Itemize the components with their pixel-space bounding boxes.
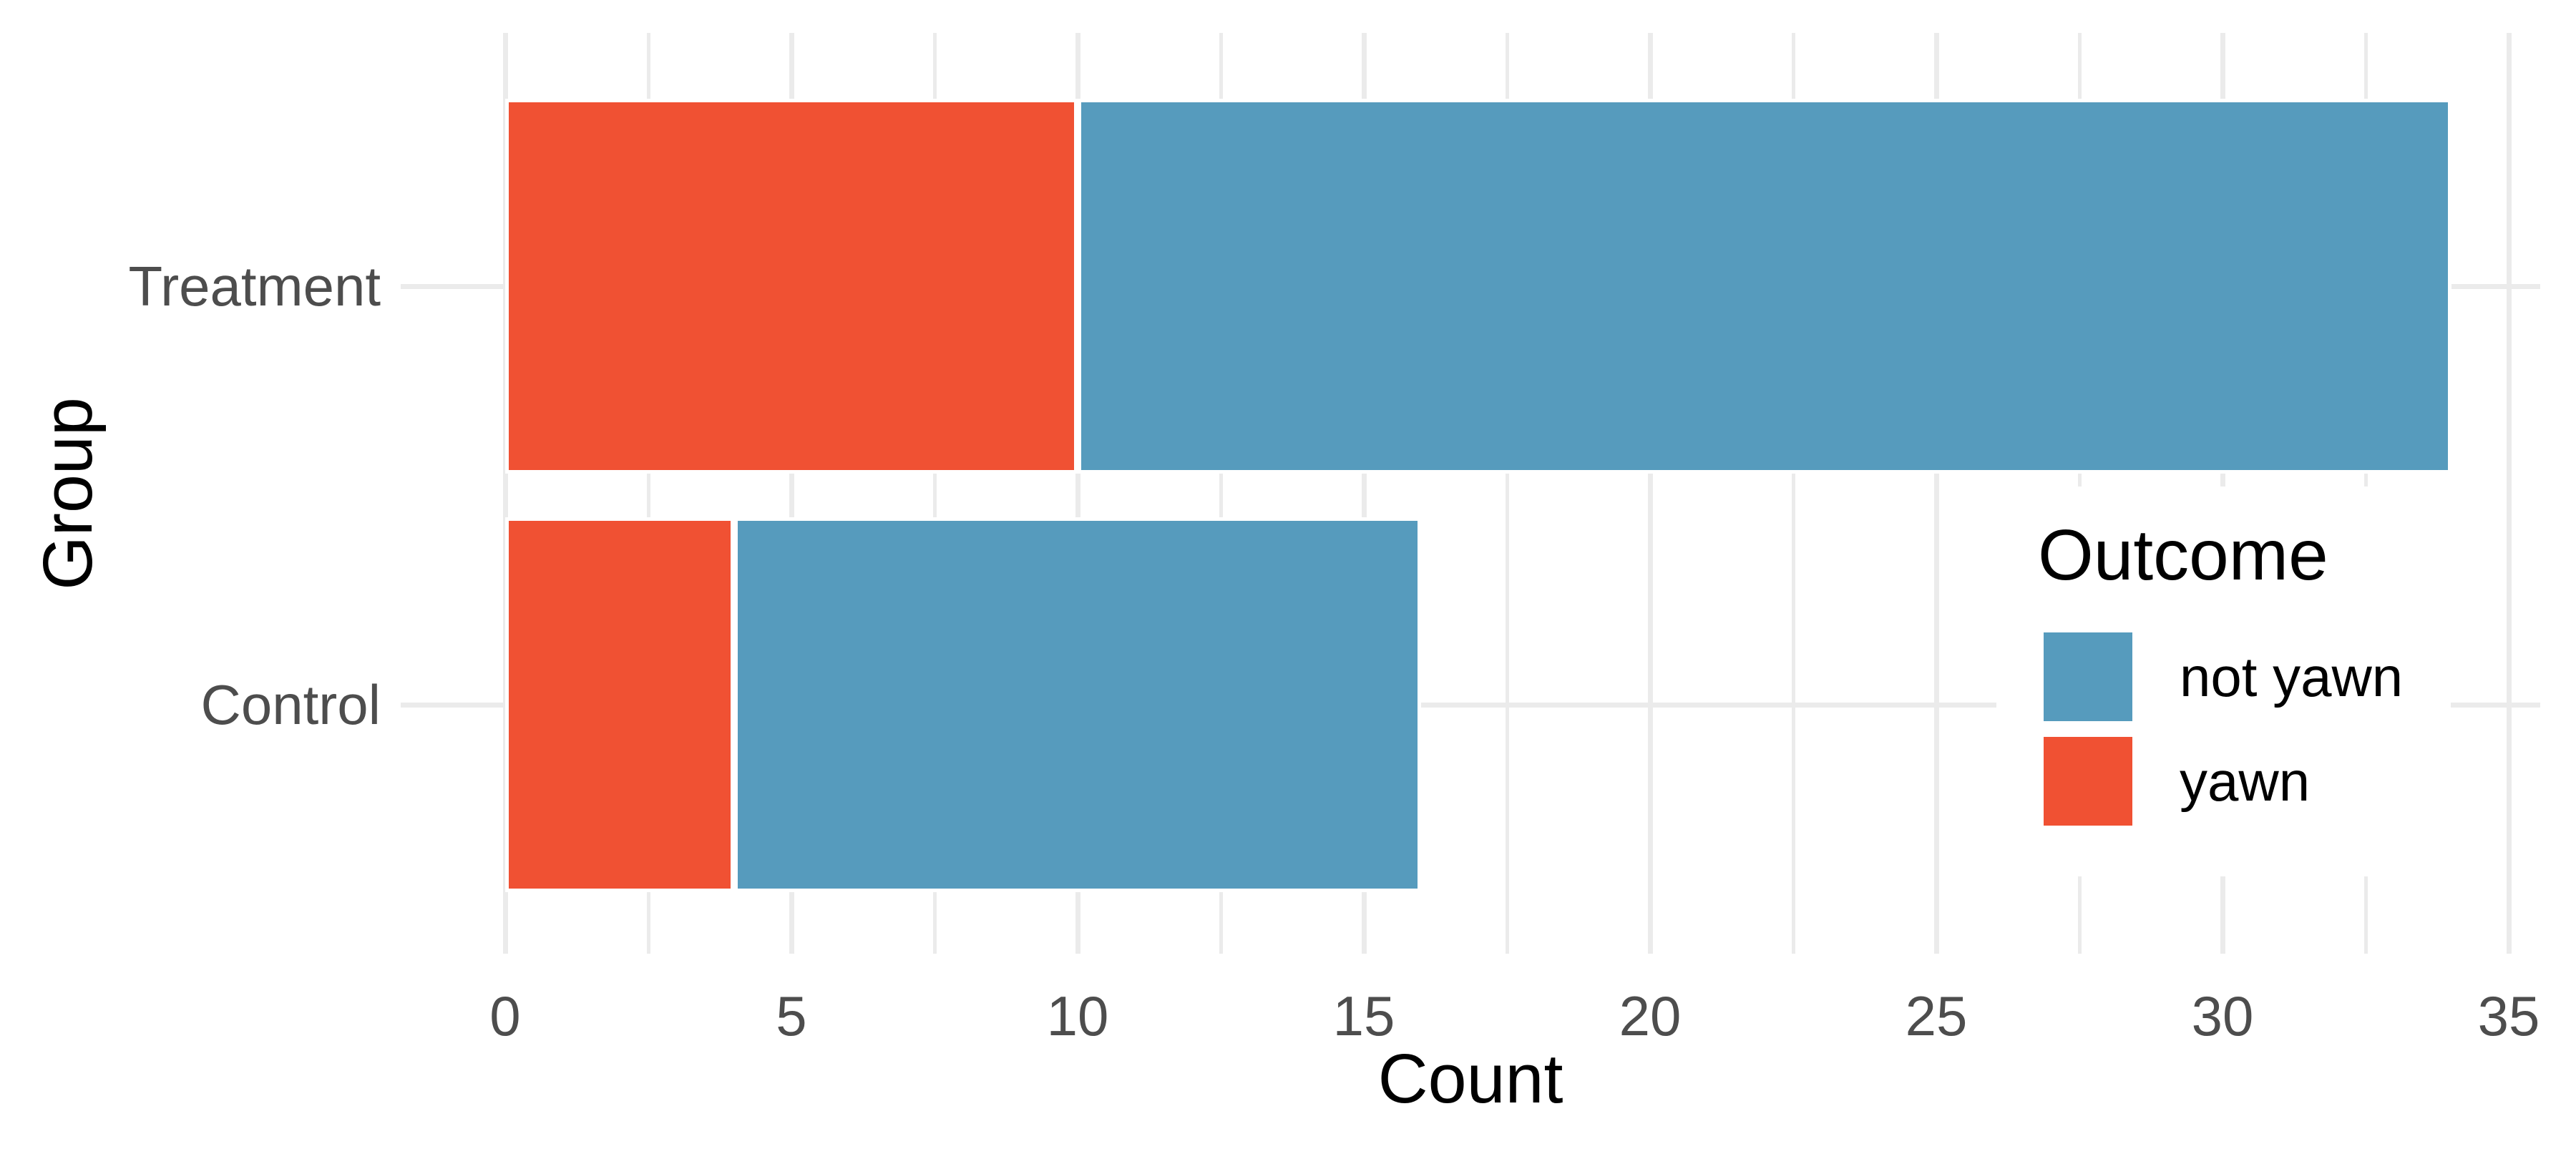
x-tick-label: 5 — [776, 984, 807, 1047]
legend-key-not-yawn: not yawn — [2044, 632, 2451, 721]
gridline-major-vertical — [1075, 33, 1080, 954]
gridline-major-vertical — [1933, 33, 1939, 954]
gridline-minor-vertical — [1219, 33, 1223, 954]
x-tick-label: 0 — [489, 984, 521, 1047]
legend-swatch-not-yawn — [2044, 632, 2132, 721]
legend-keys: not yawn yawn — [2044, 632, 2451, 826]
bar-segment-treatment-not-yawn — [1078, 99, 2451, 474]
x-tick-label: 15 — [1332, 984, 1395, 1047]
x-axis-title: Count — [1377, 1040, 1563, 1118]
bar-segment-treatment-yawn — [505, 99, 1078, 474]
y-axis-title: Group — [29, 397, 107, 590]
bar-segment-control-not-yawn — [734, 517, 1421, 892]
x-tick-label: 25 — [1905, 984, 1968, 1047]
legend-label-not-yawn: not yawn — [2180, 645, 2404, 708]
legend-label-yawn: yawn — [2180, 749, 2311, 813]
gridline-major-vertical — [1647, 33, 1653, 954]
gridline-major-vertical — [789, 33, 794, 954]
gridline-minor-vertical — [646, 33, 650, 954]
gridline-major-vertical — [2506, 33, 2512, 954]
x-tick-label: 20 — [1619, 984, 1682, 1047]
gridline-minor-vertical — [932, 33, 937, 954]
legend-key-yawn: yawn — [2044, 737, 2451, 826]
legend-swatch-yawn — [2044, 737, 2132, 826]
legend-title: Outcome — [2038, 515, 2328, 595]
gridline-horizontal — [401, 702, 2540, 708]
legend: Outcome not yawn yawn — [1996, 486, 2451, 876]
x-tick-label: 10 — [1046, 984, 1109, 1047]
x-tick-label: 30 — [2191, 984, 2254, 1047]
bar-segment-control-yawn — [505, 517, 734, 892]
gridline-major-vertical — [1361, 33, 1367, 954]
y-tick-label: Treatment — [128, 255, 381, 318]
gridline-minor-vertical — [1791, 33, 1795, 954]
y-tick-label: Control — [200, 673, 381, 736]
gridline-major-vertical — [502, 33, 508, 954]
x-tick-label: 35 — [2477, 984, 2540, 1047]
gridline-minor-vertical — [1505, 33, 1509, 954]
